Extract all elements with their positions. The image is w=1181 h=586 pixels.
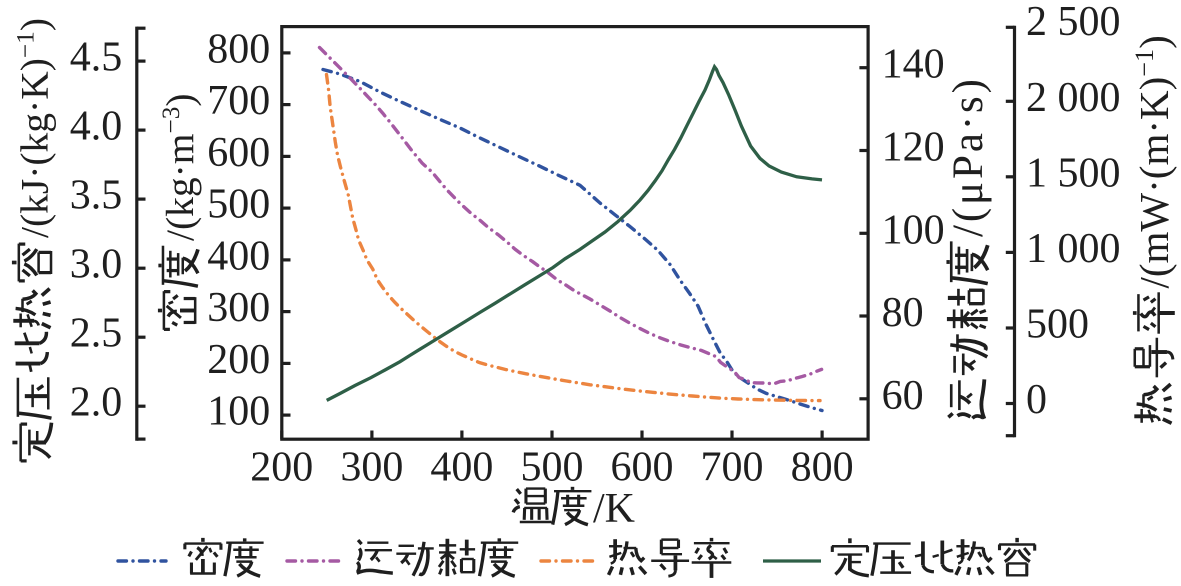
svg-text:60: 60 [882,373,924,419]
svg-text:1 000: 1 000 [1026,226,1121,272]
svg-text:300: 300 [340,444,403,490]
svg-text:80: 80 [882,290,924,336]
svg-text:500: 500 [207,182,270,228]
svg-text:300: 300 [207,285,270,331]
svg-text:100: 100 [882,207,945,253]
svg-text:100: 100 [207,389,270,435]
svg-text:/(kJ·(kg·K)−1): /(kJ·(kg·K)−1) [11,18,56,238]
svg-text:500: 500 [1026,302,1089,348]
svg-text:3.5: 3.5 [70,173,123,219]
svg-text:800: 800 [207,26,270,72]
svg-text:140: 140 [882,42,945,88]
svg-text:/K: /K [593,486,635,532]
svg-text:600: 600 [207,130,270,176]
svg-text:/(mW·(m·K)−1): /(mW·(m·K)−1) [1130,35,1177,288]
svg-text:500: 500 [521,444,584,490]
svg-text:2 000: 2 000 [1026,75,1121,121]
svg-text:400: 400 [430,444,493,490]
svg-text:700: 700 [207,78,270,124]
svg-text:4.5: 4.5 [70,35,123,81]
svg-text:700: 700 [701,444,764,490]
svg-text:/(μPa·s): /(μPa·s) [945,79,992,237]
svg-text:3.0: 3.0 [70,242,123,288]
svg-text:400: 400 [207,233,270,279]
svg-text:2.0: 2.0 [70,380,123,426]
svg-text:0: 0 [1026,377,1047,423]
svg-text:2 500: 2 500 [1026,0,1121,45]
svg-text:200: 200 [207,337,270,383]
svg-text:2.5: 2.5 [70,311,123,357]
svg-text:1 500: 1 500 [1026,150,1121,196]
svg-text:120: 120 [882,125,945,171]
svg-text:600: 600 [611,444,674,490]
svg-text:200: 200 [250,444,313,490]
svg-text:800: 800 [791,444,854,490]
svg-text:4.0: 4.0 [70,104,123,150]
